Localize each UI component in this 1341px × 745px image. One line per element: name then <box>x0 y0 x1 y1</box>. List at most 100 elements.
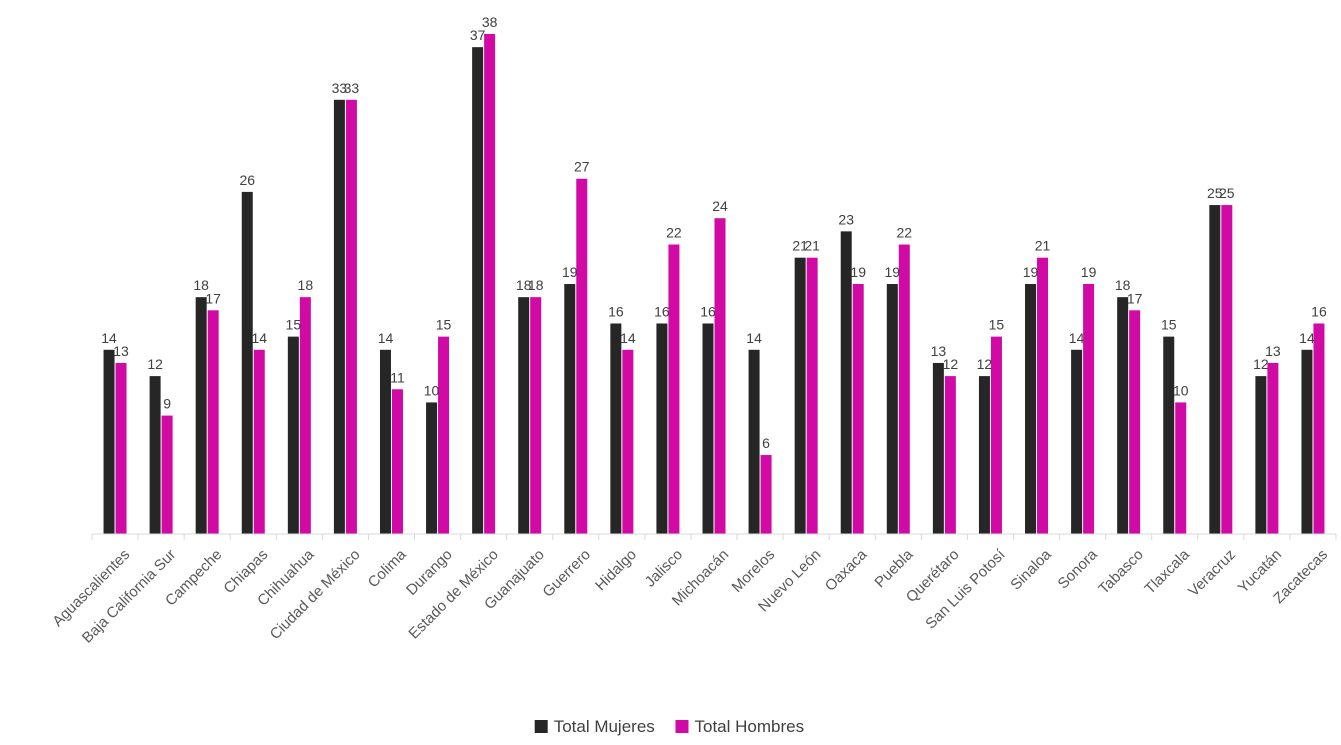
bar-total-mujeres-campeche <box>195 297 207 534</box>
data-label-total-hombres-tabasco: 17 <box>1127 290 1143 306</box>
data-label-total-mujeres-tlaxcala: 15 <box>1161 317 1177 333</box>
data-label-total-mujeres-michoacan: 16 <box>700 303 716 319</box>
data-label-total-mujeres-chiapas: 26 <box>239 172 255 188</box>
bar-total-hombres-guanajuato <box>530 297 542 534</box>
bar-total-hombres-estado-de-mexico <box>484 34 496 534</box>
bars-layer <box>103 34 1325 535</box>
data-label-total-hombres-hidalgo: 14 <box>620 330 636 346</box>
data-label-total-hombres-san-luis-potosi: 15 <box>989 317 1005 333</box>
bar-total-mujeres-hidalgo <box>610 323 622 534</box>
data-label-total-mujeres-chihuahua: 15 <box>286 317 302 333</box>
data-label-total-mujeres-sonora: 14 <box>1069 330 1085 346</box>
data-label-total-mujeres-yucatan: 12 <box>1253 356 1269 372</box>
x-tick-label-puebla: Puebla <box>871 546 917 592</box>
data-label-total-mujeres-morelos: 14 <box>746 330 762 346</box>
bar-total-hombres-baja-california-sur <box>161 415 173 534</box>
data-label-total-mujeres-nuevo-leon: 21 <box>792 238 808 254</box>
data-label-total-hombres-baja-california-sur: 9 <box>163 396 171 412</box>
bar-total-mujeres-yucatan <box>1255 376 1267 534</box>
x-tick-label-hidalgo: Hidalgo <box>592 546 640 594</box>
bar-total-mujeres-tlaxcala <box>1163 336 1175 534</box>
data-label-total-mujeres-tabasco: 18 <box>1115 277 1131 293</box>
data-label-total-hombres-oaxaca: 19 <box>850 264 866 280</box>
bar-total-hombres-tabasco <box>1129 310 1141 534</box>
data-label-total-hombres-jalisco: 22 <box>666 225 682 241</box>
bar-total-mujeres-veracruz <box>1209 205 1221 535</box>
bar-total-mujeres-queretaro <box>932 362 944 534</box>
bar-total-hombres-nuevo-leon <box>806 257 818 534</box>
bar-total-hombres-zacatecas <box>1313 323 1325 534</box>
legend-item-total-hombres: Total Hombres <box>675 717 805 736</box>
data-label-total-mujeres-estado-de-mexico: 37 <box>470 27 486 43</box>
data-label-total-hombres-veracruz: 25 <box>1219 185 1235 201</box>
bar-total-hombres-san-luis-potosi <box>990 336 1002 534</box>
bar-total-hombres-queretaro <box>944 376 956 534</box>
bar-total-mujeres-oaxaca <box>840 231 852 535</box>
data-label-total-hombres-yucatan: 13 <box>1265 343 1281 359</box>
bar-total-hombres-yucatan <box>1267 362 1279 534</box>
data-label-total-mujeres-colima: 14 <box>378 330 394 346</box>
bar-total-hombres-jalisco <box>668 244 680 535</box>
data-label-total-mujeres-campeche: 18 <box>193 277 209 293</box>
data-label-total-hombres-campeche: 17 <box>205 290 221 306</box>
data-label-total-hombres-aguascalientes: 13 <box>113 343 129 359</box>
legend-swatch-total-mujeres <box>534 720 548 733</box>
bar-total-mujeres-chihuahua <box>287 336 299 534</box>
bar-total-mujeres-morelos <box>748 349 760 534</box>
bar-total-mujeres-san-luis-potosi <box>978 376 990 534</box>
bar-total-hombres-sonora <box>1083 284 1095 534</box>
x-tick-label-aguascalientes: Aguascalientes <box>49 546 133 630</box>
bar-total-hombres-ciudad-de-mexico <box>345 99 357 534</box>
data-label-total-hombres-zacatecas: 16 <box>1311 303 1327 319</box>
data-label-total-hombres-chihuahua: 18 <box>298 277 314 293</box>
bar-total-mujeres-baja-california-sur <box>149 376 161 534</box>
bar-total-hombres-oaxaca <box>852 284 864 534</box>
data-label-total-hombres-michoacan: 24 <box>712 198 728 214</box>
data-label-total-mujeres-veracruz: 25 <box>1207 185 1223 201</box>
bar-total-hombres-aguascalientes <box>115 362 127 534</box>
x-tick-label-tabasco: Tabasco <box>1095 546 1147 598</box>
bar-total-hombres-michoacan <box>714 218 726 535</box>
bar-total-mujeres-jalisco <box>656 323 668 534</box>
bar-total-hombres-durango <box>438 336 450 534</box>
x-tick-label-jalisco: Jalisco <box>642 546 686 590</box>
data-label-total-hombres-durango: 15 <box>436 317 452 333</box>
bar-total-mujeres-sonora <box>1071 349 1083 534</box>
bar-total-hombres-guerrero <box>576 178 588 534</box>
bar-total-hombres-chihuahua <box>299 297 311 534</box>
bar-total-mujeres-guerrero <box>564 284 576 534</box>
data-label-total-hombres-sonora: 19 <box>1081 264 1097 280</box>
data-label-total-hombres-queretaro: 12 <box>943 356 959 372</box>
bar-total-hombres-morelos <box>760 455 772 534</box>
x-tick-label-oaxaca: Oaxaca <box>822 546 871 595</box>
bar-total-mujeres-estado-de-mexico <box>472 47 484 534</box>
legend-label-total-mujeres: Total Mujeres <box>554 717 655 736</box>
bar-total-mujeres-chiapas <box>241 191 253 535</box>
bar-total-mujeres-colima <box>379 349 391 534</box>
legend-label-total-hombres: Total Hombres <box>695 717 805 736</box>
bar-total-mujeres-ciudad-de-mexico <box>333 99 345 534</box>
bar-total-mujeres-durango <box>426 402 438 534</box>
data-label-total-mujeres-puebla: 19 <box>885 264 901 280</box>
x-tick-label-ciudad-de-mexico: Ciudad de México <box>267 546 364 643</box>
bar-total-mujeres-guanajuato <box>518 297 530 534</box>
data-label-total-hombres-estado-de-mexico: 38 <box>482 14 498 30</box>
bar-total-hombres-veracruz <box>1221 205 1233 535</box>
data-label-total-hombres-guerrero: 27 <box>574 159 590 175</box>
data-label-total-mujeres-hidalgo: 16 <box>608 303 624 319</box>
x-tick-label-san-luis-potosi: San Luis Potosí <box>922 546 1009 633</box>
data-label-total-hombres-chiapas: 14 <box>251 330 267 346</box>
data-label-total-hombres-guanajuato: 18 <box>528 277 544 293</box>
data-label-total-hombres-morelos: 6 <box>762 435 770 451</box>
legend-item-total-mujeres: Total Mujeres <box>534 717 655 736</box>
bar-total-mujeres-tabasco <box>1117 297 1129 534</box>
data-label-total-hombres-tlaxcala: 10 <box>1173 382 1189 398</box>
bar-total-hombres-colima <box>391 389 403 534</box>
data-label-total-mujeres-oaxaca: 23 <box>838 211 854 227</box>
x-tick-label-colima: Colima <box>365 546 410 591</box>
bar-total-mujeres-aguascalientes <box>103 349 115 534</box>
data-label-total-hombres-puebla: 22 <box>897 225 913 241</box>
legend: Total Mujeres Total Hombres <box>534 717 805 736</box>
data-label-total-mujeres-queretaro: 13 <box>931 343 947 359</box>
